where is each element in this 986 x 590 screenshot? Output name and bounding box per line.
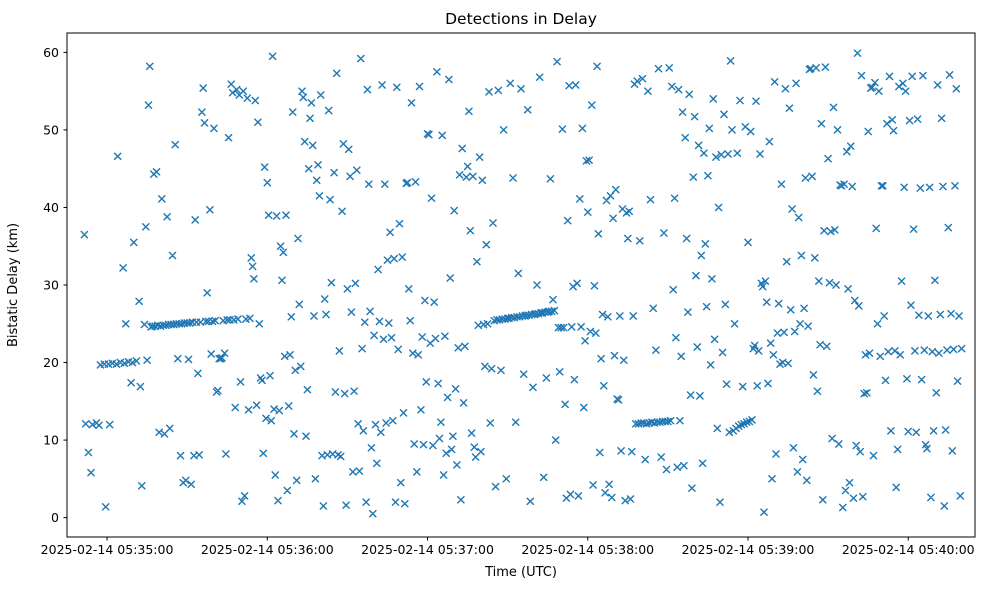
x-tick-label: 2025-02-14 05:36:00 <box>201 542 334 557</box>
y-tick-label: 60 <box>43 45 59 60</box>
x-axis-label: Time (UTC) <box>484 565 557 580</box>
x-tick-label: 2025-02-14 05:39:00 <box>682 542 815 557</box>
y-axis-label: Bistatic Delay (km) <box>6 223 21 347</box>
x-tick-label: 2025-02-14 05:38:00 <box>521 542 654 557</box>
chart-title: Detections in Delay <box>445 10 597 28</box>
scatter-points <box>80 49 966 518</box>
y-tick-label: 30 <box>43 278 59 293</box>
y-tick-label: 10 <box>43 433 59 448</box>
x-tick-label: 2025-02-14 05:40:00 <box>842 542 975 557</box>
x-tick-label: 2025-02-14 05:35:00 <box>41 542 174 557</box>
y-axis-ticks: 0 10 20 30 40 50 60 <box>43 45 67 525</box>
y-tick-label: 20 <box>43 355 59 370</box>
axes-frame <box>66 32 976 538</box>
y-tick-label: 0 <box>51 510 59 525</box>
y-tick-label: 40 <box>43 200 59 215</box>
x-axis-ticks: 2025-02-14 05:35:00 2025-02-14 05:36:00 20… <box>41 537 975 557</box>
x-tick-label: 2025-02-14 05:37:00 <box>361 542 494 557</box>
y-tick-label: 50 <box>43 122 59 137</box>
